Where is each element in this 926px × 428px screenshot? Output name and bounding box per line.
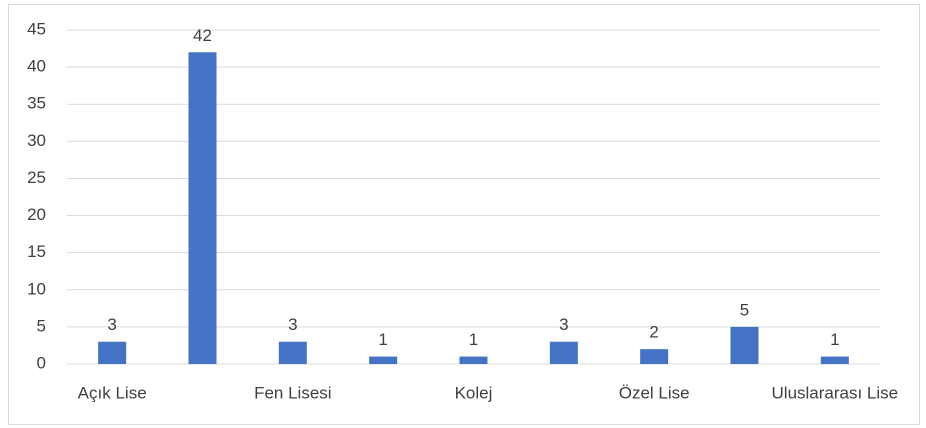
y-tick-label: 15 [27,242,46,261]
y-tick-label: 35 [27,94,46,113]
bar [369,356,398,364]
data-label: 42 [193,26,212,45]
data-label: 3 [107,315,116,334]
y-tick-label: 30 [27,131,46,150]
y-tick-label: 10 [27,279,46,298]
y-tick-label: 20 [27,205,46,224]
y-tick-label: 0 [37,353,46,372]
data-label: 1 [830,330,839,349]
x-tick-label: Fen Lisesi [254,383,331,402]
x-tick-label: Açık Lise [78,383,147,402]
bar [98,341,127,364]
bar [820,356,849,364]
data-label: 5 [740,300,749,319]
data-label: 3 [288,315,297,334]
data-label: 1 [469,330,478,349]
data-label: 1 [378,330,387,349]
bar [549,341,578,364]
y-tick-label: 5 [37,316,46,335]
y-tick-label: 25 [27,168,46,187]
bar [459,356,488,364]
bar [278,341,307,364]
data-label: 3 [559,315,568,334]
x-tick-label: Özel Lise [619,383,690,402]
bar [640,349,669,364]
x-tick-label: Kolej [455,383,493,402]
y-tick-label: 45 [27,19,46,38]
data-label: 2 [649,323,658,342]
bar [188,52,217,365]
y-tick-label: 40 [27,57,46,76]
x-tick-label: Uluslararası Lise [772,383,899,402]
chart-border [8,4,920,425]
bar [730,326,759,364]
